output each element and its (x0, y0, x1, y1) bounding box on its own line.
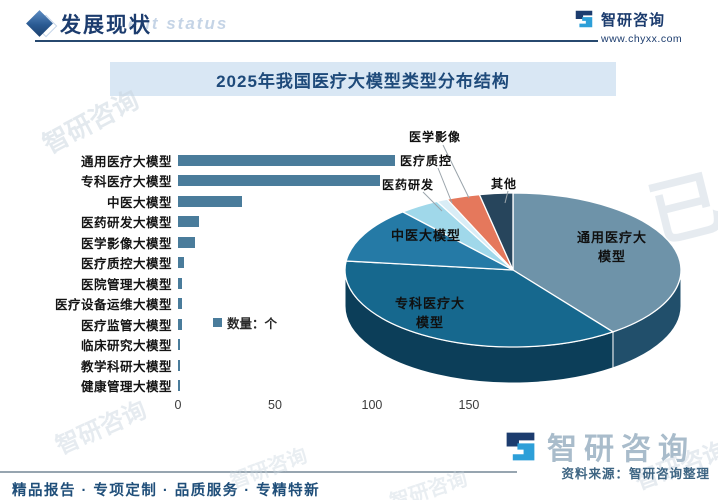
bar-row: 中医大模型 (20, 191, 490, 212)
pie-label: 中医大模型 (391, 228, 461, 243)
footer-brand-name: 智研咨询 (547, 433, 695, 466)
bar-track (178, 216, 480, 228)
axis-tick-label: 150 (458, 398, 480, 412)
pie-slice (512, 192, 682, 333)
bar-track (178, 339, 480, 351)
bar-track (178, 236, 480, 248)
pie-label: 医学影像 (409, 129, 461, 144)
bar (178, 359, 180, 371)
watermark: 智研咨询 (51, 396, 151, 461)
bar (178, 318, 182, 330)
bar-row: 教学科研大模型 (20, 355, 490, 376)
pie-label: 专科医疗大模型 (395, 296, 465, 330)
watermark: 智研咨询 (387, 468, 471, 500)
bar (178, 257, 184, 269)
header-diamond-icon (26, 10, 60, 38)
bar (178, 339, 180, 351)
pie-label: 医药研发 (382, 177, 434, 192)
pie-label-leader (504, 190, 509, 204)
pie-label-leader (422, 191, 443, 212)
bar-row: 临床研究大模型 (20, 335, 490, 356)
bar (178, 175, 380, 187)
bar-chart: 通用医疗大模型 专科医疗大模型 中医大模型 医药研发大模型 医学影像大模型 医疗质控大模型… (20, 150, 490, 396)
bar (178, 154, 396, 166)
bar-category-label: 临床研究大模型 (80, 339, 172, 354)
bar (178, 236, 196, 248)
bar-track (178, 380, 480, 392)
bar-row: 通用医疗大模型 (20, 150, 490, 171)
chart-title-bar: 2025年我国医疗大模型类型分布结构 (110, 62, 616, 96)
pie-label: 医疗质控 (400, 153, 452, 168)
section-title: 发展现状 (60, 14, 152, 37)
bar-row: 医疗设备运维大模型 (20, 294, 490, 315)
axis-tick-label: 100 (361, 398, 383, 412)
bar-category-label: 专科医疗大模型 (80, 175, 172, 190)
bar (178, 298, 182, 310)
bar-row: 专科医疗大模型 (20, 171, 490, 192)
bar-category-label: 医院管理大模型 (80, 277, 172, 292)
chart-title: 2025年我国医疗大模型类型分布结构 (216, 71, 510, 91)
bar (178, 380, 180, 392)
bar-row: 医院管理大模型 (20, 273, 490, 294)
bar-category-label: 医疗质控大模型 (80, 257, 172, 272)
brand-site: www.chyxx.com (601, 33, 683, 45)
bar-track (178, 277, 480, 289)
pie-slice (345, 211, 514, 271)
pie-label: 通用医疗大模型 (577, 230, 647, 264)
footer-logo-icon (506, 432, 535, 460)
bar-category-label: 通用医疗大模型 (80, 154, 172, 169)
bar (178, 277, 182, 289)
footer-tagline: 精品报告 · 专项定制 · 品质服务 · 专精特新 (12, 483, 321, 499)
bar-category-label: 中医大模型 (106, 195, 172, 210)
bar-row: 健康管理大模型 (20, 376, 490, 397)
bar-row: 医学影像大模型 (20, 232, 490, 253)
brand-block: 智研咨询 www.chyxx.com (573, 8, 708, 45)
pie-slice (478, 192, 514, 271)
header-watermark-text: ent status (128, 14, 229, 33)
x-axis: 0 50 100 150 (174, 398, 480, 414)
bar-row: 医疗监管大模型 (20, 314, 490, 335)
pie-label: 其他 (491, 176, 517, 191)
bar-track (178, 175, 480, 187)
footer-logo: 智研咨询 (502, 424, 695, 468)
bar-category-label: 医药研发大模型 (80, 216, 172, 231)
bar-track (178, 318, 480, 330)
bar-category-label: 医学影像大模型 (80, 236, 172, 251)
brand-logo-icon (575, 10, 593, 28)
bar-track (178, 195, 480, 207)
bar-row: 医疗质控大模型 (20, 253, 490, 274)
legend-label: 数量：个 (227, 317, 278, 331)
bar (178, 195, 242, 207)
pie-slice (344, 260, 615, 348)
bar-category-label: 医疗监管大模型 (80, 318, 172, 333)
bar-row: 医药研发大模型 (20, 212, 490, 233)
pie-label-leader (442, 144, 470, 199)
pie-label-leader (437, 167, 453, 204)
bar-category-label: 健康管理大模型 (80, 380, 172, 395)
bar-category-label: 教学科研大模型 (80, 359, 172, 374)
header-rule (35, 40, 598, 42)
footer-rule (0, 471, 517, 473)
legend: 数量：个 (213, 313, 277, 332)
legend-swatch (213, 318, 222, 327)
bar (178, 216, 200, 228)
bar-track (178, 298, 480, 310)
bar-category-label: 医疗设备运维大模型 (54, 298, 172, 313)
axis-tick-label: 0 (174, 398, 182, 412)
brand-name: 智研咨询 (601, 11, 666, 29)
bar-track (178, 154, 480, 166)
axis-tick-label: 50 (268, 398, 282, 412)
data-source: 资料来源：智研咨询整理 (561, 467, 710, 481)
bar-track (178, 359, 480, 371)
bar-track (178, 257, 480, 269)
